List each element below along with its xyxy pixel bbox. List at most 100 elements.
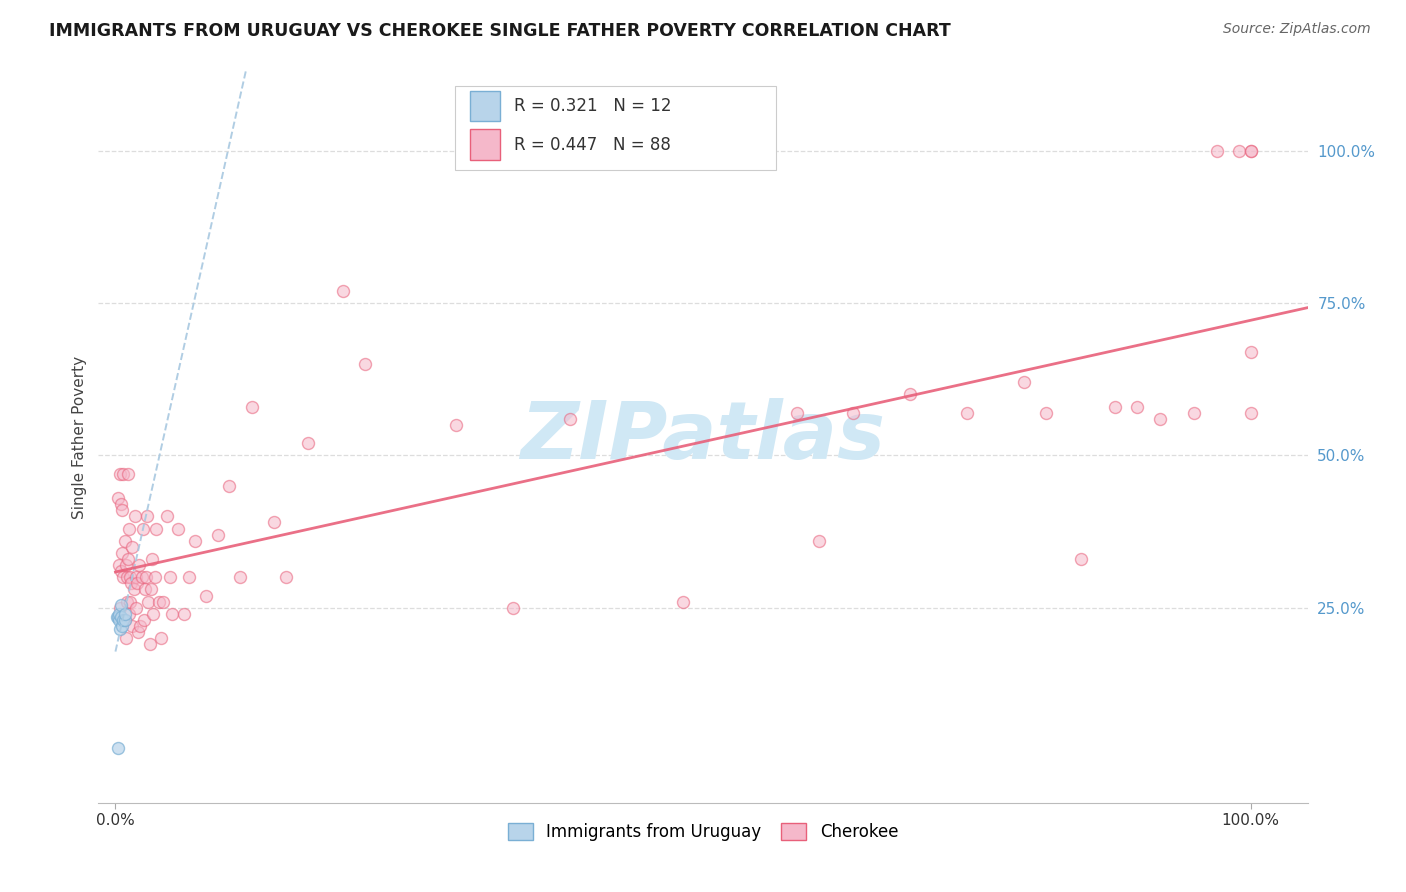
Point bbox=[114, 558, 136, 573]
Point bbox=[105, 610, 128, 624]
Point bbox=[297, 436, 319, 450]
Point bbox=[107, 491, 129, 505]
Point bbox=[108, 607, 131, 621]
Point bbox=[108, 467, 131, 481]
Bar bbox=[470, 129, 501, 160]
Point bbox=[111, 503, 134, 517]
Point bbox=[229, 570, 252, 584]
Point bbox=[125, 576, 148, 591]
Point bbox=[1035, 406, 1057, 420]
Y-axis label: Single Father Poverty: Single Father Poverty bbox=[72, 356, 87, 518]
Point bbox=[107, 610, 129, 624]
Point bbox=[444, 417, 467, 432]
Point bbox=[114, 533, 136, 548]
Point bbox=[1104, 400, 1126, 414]
Point bbox=[139, 582, 162, 597]
Point bbox=[173, 607, 195, 621]
Point bbox=[121, 619, 143, 633]
Point bbox=[672, 594, 695, 608]
Point bbox=[117, 467, 139, 481]
Point bbox=[127, 625, 149, 640]
Point bbox=[218, 479, 240, 493]
Point bbox=[131, 521, 153, 535]
Point bbox=[786, 406, 808, 420]
Point bbox=[112, 570, 135, 584]
Point bbox=[125, 600, 148, 615]
Text: R = 0.321   N = 12: R = 0.321 N = 12 bbox=[515, 97, 672, 115]
Point bbox=[125, 570, 148, 584]
Bar bbox=[470, 91, 501, 121]
Point bbox=[207, 527, 229, 541]
Text: ZIPatlas: ZIPatlas bbox=[520, 398, 886, 476]
Point bbox=[160, 607, 183, 621]
Point bbox=[1240, 406, 1263, 420]
Point bbox=[131, 570, 153, 584]
Point bbox=[167, 521, 190, 535]
Point bbox=[134, 582, 156, 597]
Point bbox=[1205, 144, 1227, 158]
FancyBboxPatch shape bbox=[456, 86, 776, 170]
Point bbox=[152, 594, 174, 608]
Point bbox=[111, 546, 134, 560]
Point bbox=[114, 607, 136, 621]
Point bbox=[112, 467, 135, 481]
Point bbox=[114, 632, 136, 646]
Text: Source: ZipAtlas.com: Source: ZipAtlas.com bbox=[1223, 22, 1371, 37]
Point bbox=[141, 552, 163, 566]
Point bbox=[808, 533, 831, 548]
Point bbox=[898, 387, 921, 401]
Point bbox=[184, 533, 207, 548]
Point bbox=[132, 613, 155, 627]
Point bbox=[332, 284, 354, 298]
Point bbox=[1069, 552, 1091, 566]
Point bbox=[110, 610, 132, 624]
Point bbox=[263, 516, 285, 530]
Point bbox=[354, 357, 377, 371]
Point bbox=[115, 570, 138, 584]
Text: R = 0.447   N = 88: R = 0.447 N = 88 bbox=[515, 136, 671, 153]
Point bbox=[138, 594, 160, 608]
Point bbox=[148, 594, 170, 608]
Point bbox=[108, 622, 131, 636]
Point bbox=[108, 613, 131, 627]
Point bbox=[122, 582, 145, 597]
Point bbox=[110, 497, 132, 511]
Point bbox=[1012, 375, 1035, 389]
Point bbox=[136, 509, 159, 524]
Point bbox=[195, 589, 218, 603]
Point bbox=[118, 521, 141, 535]
Point bbox=[1240, 344, 1263, 359]
Point bbox=[138, 637, 160, 651]
Point bbox=[956, 406, 979, 420]
Point bbox=[1126, 400, 1149, 414]
Point bbox=[120, 576, 142, 591]
Point bbox=[110, 598, 132, 612]
Point bbox=[1240, 144, 1263, 158]
Point bbox=[110, 564, 132, 578]
Point bbox=[1149, 411, 1171, 425]
Point bbox=[107, 740, 129, 755]
Point bbox=[117, 552, 139, 566]
Legend: Immigrants from Uruguay, Cherokee: Immigrants from Uruguay, Cherokee bbox=[499, 814, 907, 849]
Point bbox=[114, 613, 136, 627]
Point bbox=[135, 570, 157, 584]
Point bbox=[120, 570, 142, 584]
Point bbox=[108, 558, 131, 573]
Point bbox=[842, 406, 865, 420]
Point bbox=[179, 570, 201, 584]
Point bbox=[274, 570, 297, 584]
Point bbox=[145, 521, 167, 535]
Point bbox=[115, 594, 138, 608]
Point bbox=[108, 600, 131, 615]
Point bbox=[1229, 144, 1251, 158]
Point bbox=[124, 509, 146, 524]
Text: IMMIGRANTS FROM URUGUAY VS CHEROKEE SINGLE FATHER POVERTY CORRELATION CHART: IMMIGRANTS FROM URUGUAY VS CHEROKEE SING… bbox=[49, 22, 950, 40]
Point bbox=[240, 400, 263, 414]
Point bbox=[1182, 406, 1205, 420]
Point bbox=[155, 509, 177, 524]
Point bbox=[159, 570, 181, 584]
Point bbox=[121, 540, 143, 554]
Point bbox=[111, 619, 134, 633]
Point bbox=[118, 607, 141, 621]
Point bbox=[558, 411, 581, 425]
